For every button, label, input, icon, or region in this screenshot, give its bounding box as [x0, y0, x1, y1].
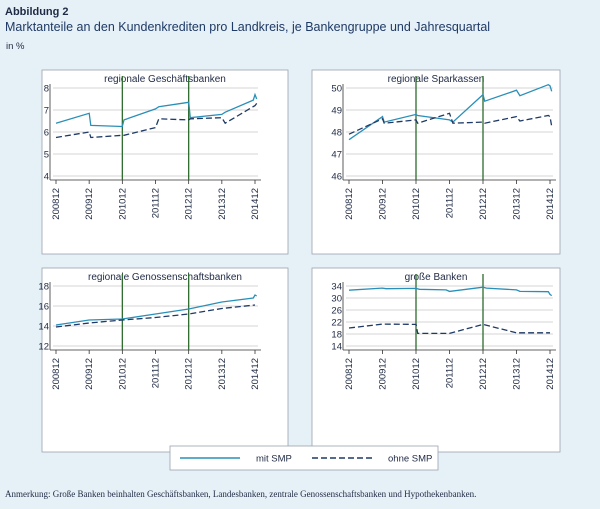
legend: mit SMP ohne SMP: [169, 445, 439, 471]
series-line-mit-smp: [348, 286, 553, 297]
series-line-ohne-smp: [55, 304, 256, 328]
x-tick-label: 201312: [512, 358, 523, 390]
y-tick-label: 18: [38, 282, 49, 293]
x-tick-label: 201112: [445, 358, 456, 388]
panel-title: regionale Genossenschaftsbanken: [88, 272, 242, 283]
y-tick-label: 5: [44, 150, 49, 161]
x-tick-label: 201312: [217, 188, 228, 220]
figure-note: Anmerkung: Große Banken beinhalten Gesch…: [5, 489, 477, 499]
panel-frame: [311, 267, 561, 453]
y-tick-label: 34: [331, 282, 342, 293]
panel-title: regionale Sparkassen: [388, 74, 485, 85]
y-tick-label: 12: [38, 342, 49, 353]
y-tick-label: 4: [44, 172, 49, 183]
chart-panel-3: regionale Genossenschaftsbanken 12 14 16 18 2…: [38, 267, 289, 453]
y-tick-label: 46: [331, 172, 342, 183]
y-tick-label: 8: [44, 84, 49, 95]
y-tick-label: 14: [38, 322, 49, 333]
panel-title: regionale Geschäftsbanken: [104, 74, 226, 85]
y-tick-label: 6: [44, 128, 49, 139]
series-line-mit-smp: [55, 92, 258, 128]
x-tick-label: 201012: [411, 188, 422, 220]
panel-frame: [311, 69, 561, 255]
x-tick-label: 200912: [378, 188, 389, 220]
x-tick-label: 201212: [478, 358, 489, 390]
chart-panel-2: regionale Sparkassen 46 47 48 49 50 200812 2009…: [311, 69, 561, 255]
x-tick-label: 201312: [512, 188, 523, 220]
panel-title: große Banken: [405, 272, 468, 283]
x-tick-label: 201012: [411, 358, 422, 390]
x-tick-label: 200912: [84, 188, 95, 220]
legend-label: mit SMP: [256, 454, 292, 465]
x-tick-label: 201112: [151, 188, 162, 218]
charts-svg: regionale Geschäftsbanken 4 5 6 7 8 200812 2009…: [38, 69, 561, 471]
x-tick-label: 201212: [478, 188, 489, 220]
series-line-ohne-smp: [348, 112, 553, 135]
x-tick-label: 201212: [184, 188, 195, 220]
chart-panel-1: regionale Geschäftsbanken 4 5 6 7 8 200812 2009…: [41, 69, 289, 255]
x-tick-label: 201012: [117, 358, 128, 390]
y-tick-label: 49: [331, 106, 342, 117]
y-tick-label: 47: [331, 150, 342, 161]
y-tick-label: 7: [44, 106, 49, 117]
x-tick-label: 200812: [51, 358, 62, 390]
x-tick-label: 201112: [445, 188, 456, 218]
x-tick-label: 201112: [151, 358, 162, 388]
figure-title: Marktanteile an den Kundenkrediten pro L…: [5, 20, 491, 34]
x-tick-label: 201412: [545, 358, 556, 390]
y-tick-label: 22: [331, 318, 342, 329]
x-tick-label: 200912: [84, 358, 95, 390]
series-line-ohne-smp: [55, 103, 258, 139]
x-tick-label: 201212: [184, 358, 195, 390]
legend-frame: [169, 445, 439, 471]
figure-label: Abbildung 2: [5, 6, 69, 18]
x-tick-label: 201412: [545, 188, 556, 220]
y-tick-label: 50: [331, 84, 342, 95]
series-line-mit-smp: [55, 294, 258, 326]
x-tick-label: 200812: [344, 188, 355, 220]
x-tick-label: 201312: [217, 358, 228, 390]
x-tick-label: 200812: [344, 358, 355, 390]
chart-area: regionale Geschäftsbanken 4 5 6 7 8 200812 2009…: [0, 56, 600, 476]
y-tick-label: 14: [331, 342, 342, 353]
x-tick-label: 201412: [250, 358, 261, 390]
series-line-ohne-smp: [348, 323, 550, 335]
x-tick-label: 200912: [378, 358, 389, 390]
legend-label: ohne SMP: [388, 454, 432, 465]
panel-frame: [41, 69, 289, 255]
x-tick-label: 201012: [117, 188, 128, 220]
y-tick-label: 16: [38, 302, 49, 313]
y-tick-label: 18: [331, 330, 342, 341]
y-tick-label: 30: [331, 294, 342, 305]
y-tick-label: 26: [331, 306, 342, 317]
x-tick-label: 200812: [51, 188, 62, 220]
y-tick-label: 48: [331, 128, 342, 139]
series-line-mit-smp: [348, 83, 553, 141]
x-tick-label: 201412: [250, 188, 261, 220]
figure-unit: in %: [6, 41, 25, 52]
